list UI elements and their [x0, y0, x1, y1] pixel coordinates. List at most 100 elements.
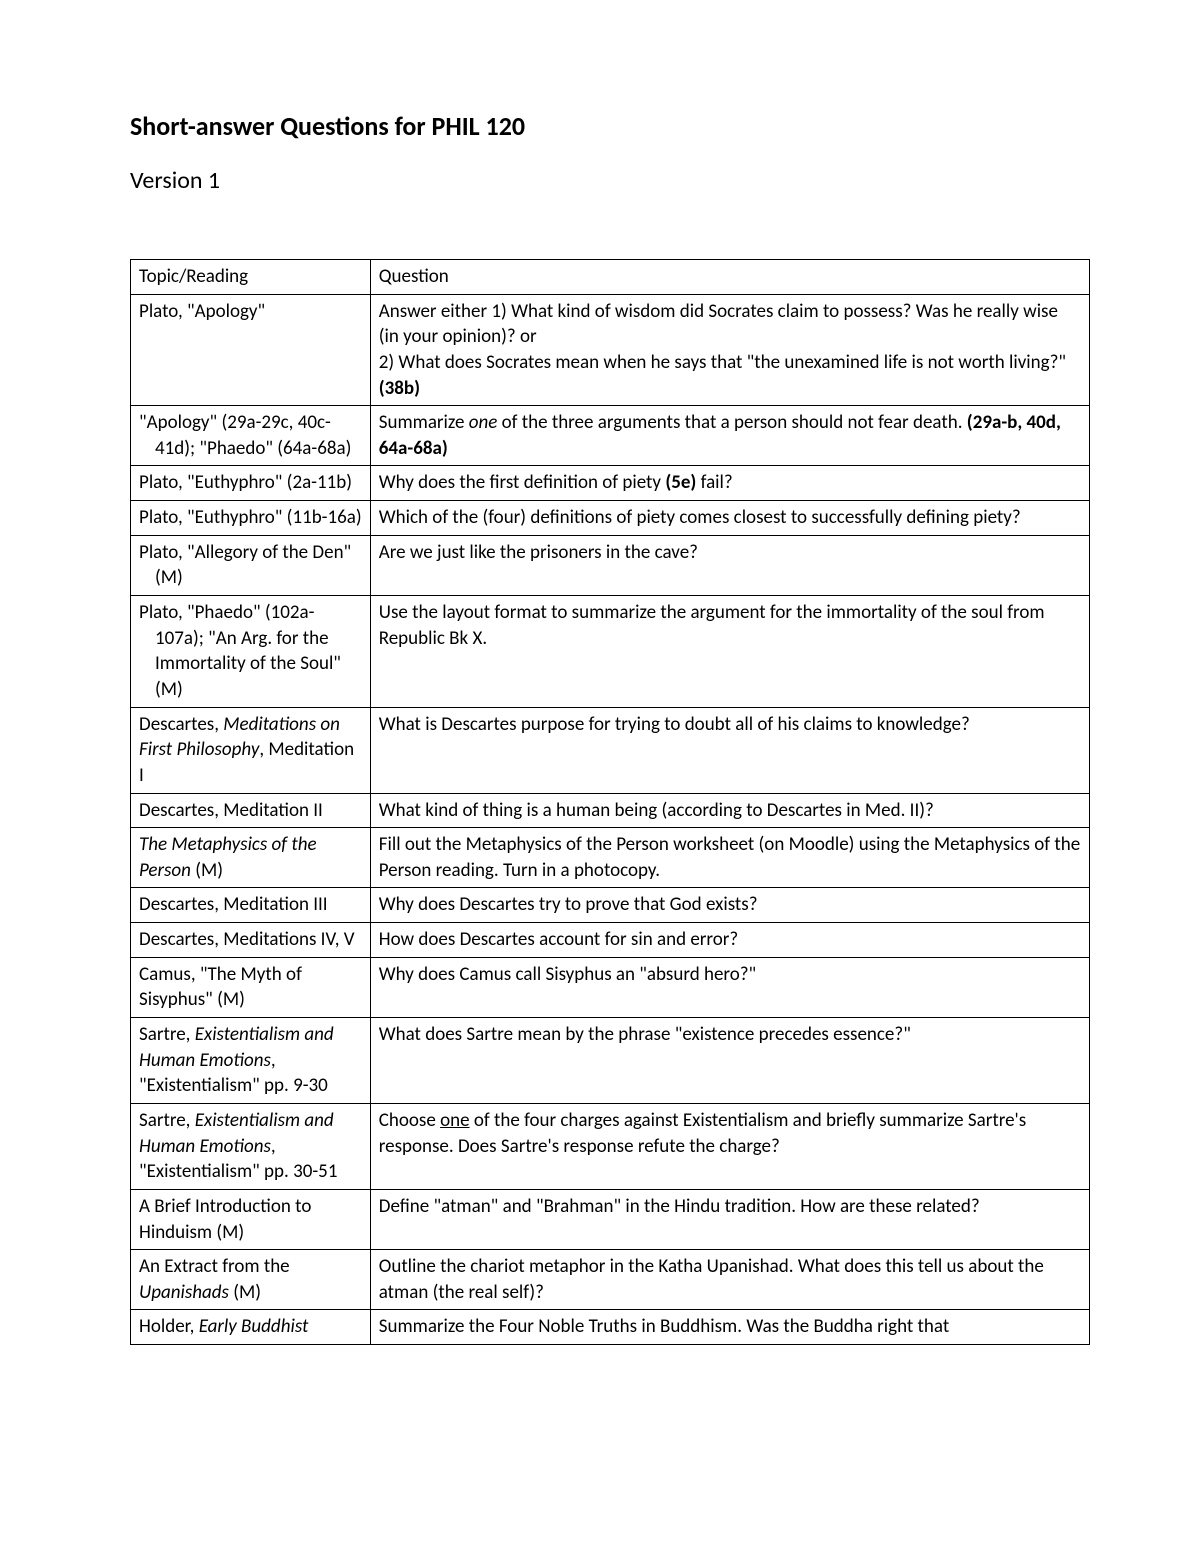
text-run: Fill out the Metaphysics of the Person w…: [379, 833, 1080, 882]
question-cell: Which of the (four) definitions of piety…: [370, 501, 1089, 536]
text-run: (38b): [379, 377, 420, 400]
text-run: Answer either 1) What kind of wisdom did…: [379, 300, 1058, 349]
table-row: Descartes, Meditation II What kind of thi…: [131, 793, 1090, 828]
text-run: Upanishads: [139, 1281, 229, 1304]
topic-cell: Plato, "Euthyphro" (2a-11b): [131, 466, 371, 501]
text-run: Plato, "Euthyphro" (2a-11b): [139, 471, 352, 494]
topic-text: Plato, "Apology": [139, 299, 362, 325]
text-run: "Apology" (29a-29c, 40c-41d); "Phaedo" (…: [139, 411, 351, 460]
question-text: Are we just like the prisoners in the ca…: [379, 540, 1081, 566]
question-text: Why does the first definition of piety (…: [379, 470, 1081, 496]
question-text: Define "atman" and "Brahman" in the Hind…: [379, 1194, 1081, 1220]
question-text: Summarize one of the three arguments tha…: [379, 410, 1081, 461]
question-cell: How does Descartes account for sin and e…: [370, 923, 1089, 958]
table-row: Plato, "Phaedo" (102a-107a); "An Arg. fo…: [131, 596, 1090, 708]
table-row: An Extract from the Upanishads (M) Outlin…: [131, 1250, 1090, 1310]
table-row: Sartre, Existentialism and Human Emotion…: [131, 1103, 1090, 1189]
question-text: Answer either 1) What kind of wisdom did…: [379, 299, 1081, 350]
page-version: Version 1: [130, 166, 1090, 195]
topic-cell: Descartes, Meditations IV, V: [131, 923, 371, 958]
topic-text: Camus, "The Myth of Sisyphus" (M): [139, 962, 362, 1013]
question-cell: Why does Camus call Sisyphus an "absurd …: [370, 957, 1089, 1017]
text-run: The Metaphysics of the Person: [139, 833, 317, 882]
text-run: Why does Descartes try to prove that God…: [379, 893, 758, 916]
text-run: Define "atman" and "Brahman" in the Hind…: [379, 1195, 980, 1218]
question-cell: Summarize the Four Noble Truths in Buddh…: [370, 1310, 1089, 1345]
text-run: fail?: [696, 471, 732, 494]
topic-cell: The Metaphysics of the Person (M): [131, 828, 371, 888]
question-cell: Choose one of the four charges against E…: [370, 1103, 1089, 1189]
topic-cell: Holder, Early Buddhist: [131, 1310, 371, 1345]
question-cell: Fill out the Metaphysics of the Person w…: [370, 828, 1089, 888]
text-run: Camus, "The Myth of Sisyphus" (M): [139, 963, 302, 1012]
text-run: (M): [191, 859, 223, 882]
question-cell: Summarize one of the three arguments tha…: [370, 406, 1089, 466]
topic-cell: "Apology" (29a-29c, 40c-41d); "Phaedo" (…: [131, 406, 371, 466]
text-run: How does Descartes account for sin and e…: [379, 928, 738, 951]
topic-text: Holder, Early Buddhist: [139, 1314, 362, 1340]
question-text: Choose one of the four charges against E…: [379, 1108, 1081, 1159]
text-run: Why does Camus call Sisyphus an "absurd …: [379, 963, 756, 986]
text-run: Plato, "Allegory of the Den" (M): [139, 541, 351, 590]
text-run: Descartes, Meditation II: [139, 799, 323, 822]
question-text: What is Descartes purpose for trying to …: [379, 712, 1081, 738]
topic-cell: Camus, "The Myth of Sisyphus" (M): [131, 957, 371, 1017]
table-row: "Apology" (29a-29c, 40c-41d); "Phaedo" (…: [131, 406, 1090, 466]
table-row: Plato, "Apology" Answer either 1) What ki…: [131, 294, 1090, 406]
text-run: of the four charges against Existentiali…: [379, 1109, 1026, 1158]
topic-text: Plato, "Allegory of the Den" (M): [139, 540, 362, 591]
table-row: Sartre, Existentialism and Human Emotion…: [131, 1018, 1090, 1104]
question-text: How does Descartes account for sin and e…: [379, 927, 1081, 953]
topic-text: Descartes, Meditation II: [139, 798, 362, 824]
table-row: Plato, "Allegory of the Den" (M) Are we j…: [131, 535, 1090, 595]
table-row: Descartes, Meditations IV, V How does Des…: [131, 923, 1090, 958]
question-cell: What kind of thing is a human being (acc…: [370, 793, 1089, 828]
question-text: Which of the (four) definitions of piety…: [379, 505, 1081, 531]
question-cell: Why does the first definition of piety (…: [370, 466, 1089, 501]
question-text: Fill out the Metaphysics of the Person w…: [379, 832, 1081, 883]
text-run: one: [469, 411, 498, 434]
text-run: Use the layout format to summarize the a…: [379, 601, 1045, 650]
topic-text: Plato, "Euthyphro" (11b-16a): [139, 505, 362, 531]
question-cell: Outline the chariot metaphor in the Kath…: [370, 1250, 1089, 1310]
document-page: Short-answer Questions for PHIL 120 Vers…: [0, 0, 1200, 1553]
question-text: Use the layout format to summarize the a…: [379, 600, 1081, 651]
topic-cell: Plato, "Phaedo" (102a-107a); "An Arg. fo…: [131, 596, 371, 708]
topic-cell: Plato, "Euthyphro" (11b-16a): [131, 501, 371, 536]
table-header-row: Topic/Reading Question: [131, 260, 1090, 295]
text-run: of the three arguments that a person sho…: [497, 411, 966, 434]
text-run: Summarize: [379, 411, 469, 434]
table-row: Holder, Early Buddhist Summarize the Four…: [131, 1310, 1090, 1345]
topic-text: Plato, "Phaedo" (102a-107a); "An Arg. fo…: [139, 600, 362, 703]
text-run: (M): [229, 1281, 261, 1304]
table-row: Plato, "Euthyphro" (2a-11b) Why does the …: [131, 466, 1090, 501]
col-header-topic: Topic/Reading: [131, 260, 371, 295]
text-run: An Extract from the: [139, 1255, 290, 1278]
text-run: (5e): [665, 471, 696, 494]
text-run: Holder,: [139, 1315, 199, 1338]
text-run: Plato, "Euthyphro" (11b-16a): [139, 506, 362, 529]
page-title: Short-answer Questions for PHIL 120: [130, 110, 1090, 142]
question-text: Outline the chariot metaphor in the Kath…: [379, 1254, 1081, 1305]
topic-text: Plato, "Euthyphro" (2a-11b): [139, 470, 362, 496]
question-cell: What is Descartes purpose for trying to …: [370, 707, 1089, 793]
question-text: 2) What does Socrates mean when he says …: [379, 350, 1081, 401]
table-row: Descartes, Meditation III Why does Descar…: [131, 888, 1090, 923]
topic-text: Descartes, Meditations on First Philosop…: [139, 712, 362, 789]
question-text: Why does Descartes try to prove that God…: [379, 892, 1081, 918]
topic-cell: Plato, "Apology": [131, 294, 371, 406]
topic-cell: A Brief Introduction to Hinduism (M): [131, 1189, 371, 1249]
topic-text: Descartes, Meditation III: [139, 892, 362, 918]
table-row: The Metaphysics of the Person (M) Fill ou…: [131, 828, 1090, 888]
question-cell: Why does Descartes try to prove that God…: [370, 888, 1089, 923]
topic-text: The Metaphysics of the Person (M): [139, 832, 362, 883]
text-run: 2) What does Socrates mean when he says …: [379, 351, 1066, 374]
topic-text: Descartes, Meditations IV, V: [139, 927, 362, 953]
text-run: What is Descartes purpose for trying to …: [379, 713, 970, 736]
question-text: Summarize the Four Noble Truths in Buddh…: [379, 1314, 1081, 1340]
topic-cell: Descartes, Meditation III: [131, 888, 371, 923]
text-run: Sartre,: [139, 1109, 195, 1132]
text-run: Descartes, Meditations IV, V: [139, 928, 355, 951]
topic-text: Sartre, Existentialism and Human Emotion…: [139, 1022, 362, 1099]
table-row: Camus, "The Myth of Sisyphus" (M) Why doe…: [131, 957, 1090, 1017]
